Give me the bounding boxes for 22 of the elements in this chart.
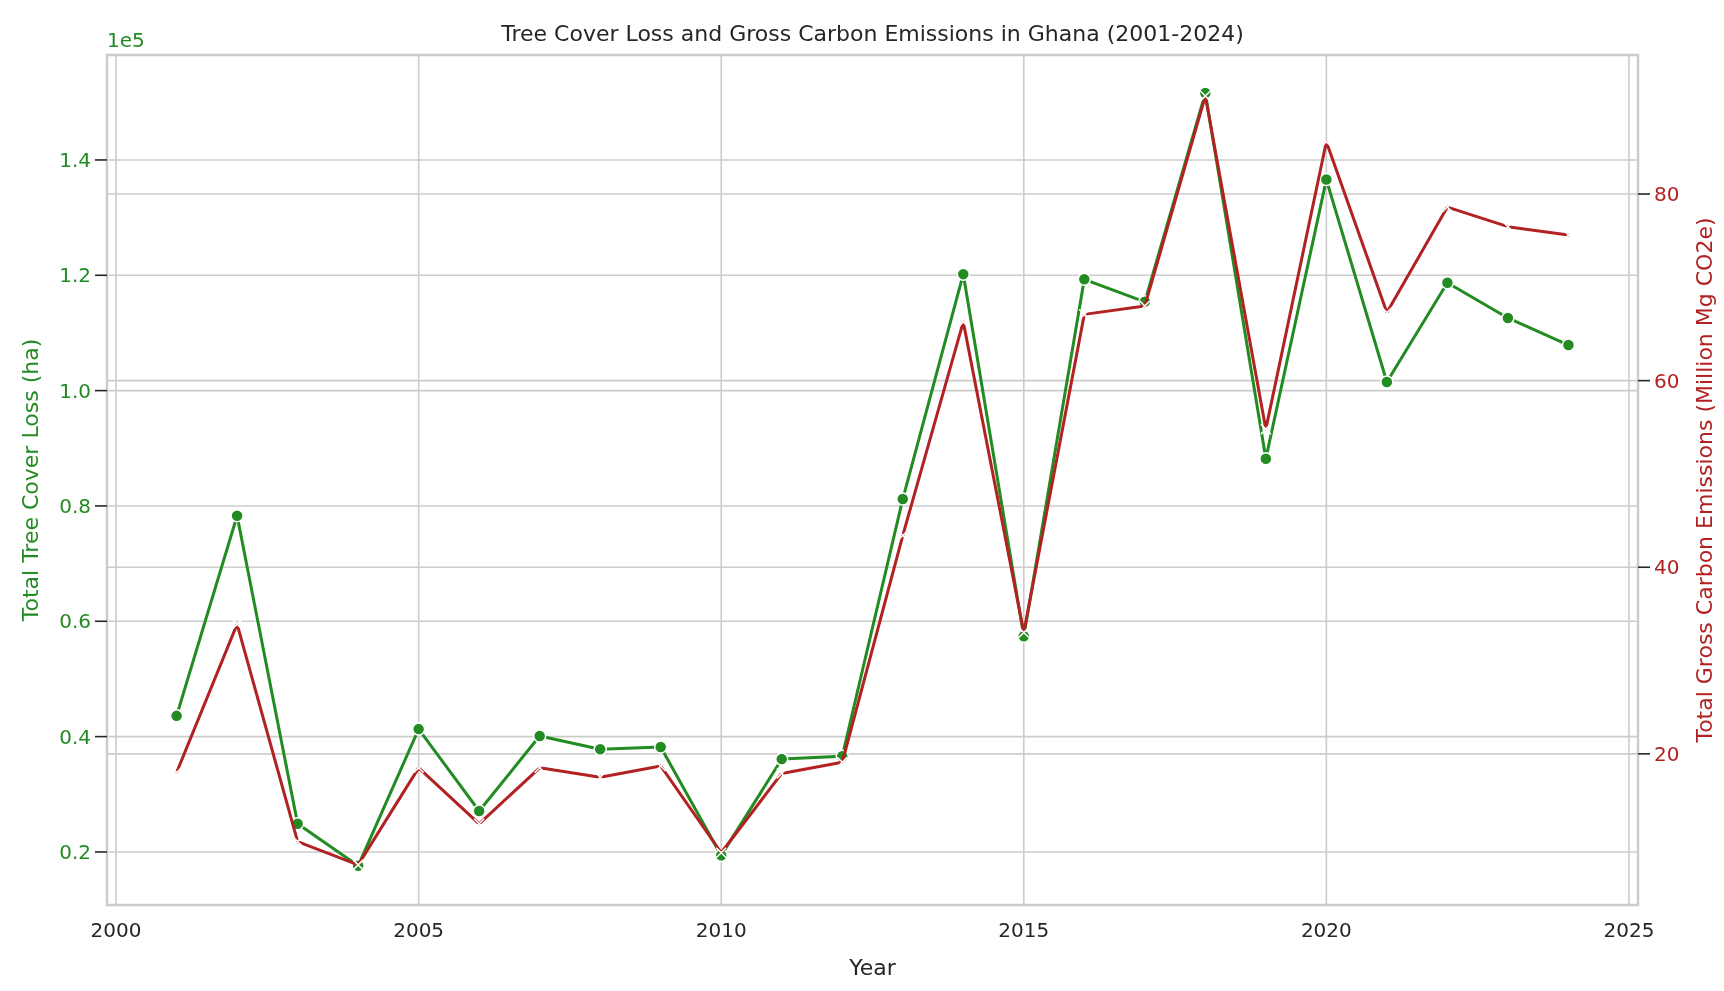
- y2-tick-label: 60: [1654, 368, 1680, 393]
- text: 1e5: [107, 28, 145, 52]
- y-tick-label: 1.4: [59, 147, 91, 172]
- y2-tick-label: 40: [1654, 555, 1680, 580]
- x-tick-label: 2015: [998, 918, 1050, 942]
- y-tick-label: 0.8: [59, 493, 91, 518]
- chart-title: Tree Cover Loss and Gross Carbon Emissions in Ghana (2001-2024): [500, 21, 1244, 46]
- x-tick-label: 2025: [1603, 918, 1655, 942]
- y2-axis-title: Total Gross Carbon Emissions (Million Mg CO2e): [1692, 217, 1717, 744]
- y-tick-label: 0.6: [59, 609, 91, 634]
- y-tick-label: 1.2: [59, 263, 91, 288]
- y-axis-title: Total Tree Cover Loss (ha): [18, 338, 43, 623]
- y-tick-label: 0.4: [59, 724, 91, 749]
- y2-tick-label: 80: [1654, 182, 1680, 207]
- x-axis-title: Year: [848, 955, 897, 980]
- y2-tick-label: 20: [1654, 741, 1680, 766]
- x-tick-label: 2010: [695, 918, 747, 942]
- x-tick-label: 2005: [393, 918, 445, 942]
- y-tick-label: 0.2: [59, 839, 91, 864]
- y-tick-label: 1.0: [59, 378, 91, 403]
- x-tick-label: 2020: [1300, 918, 1352, 942]
- x-tick-label: 2000: [90, 918, 142, 942]
